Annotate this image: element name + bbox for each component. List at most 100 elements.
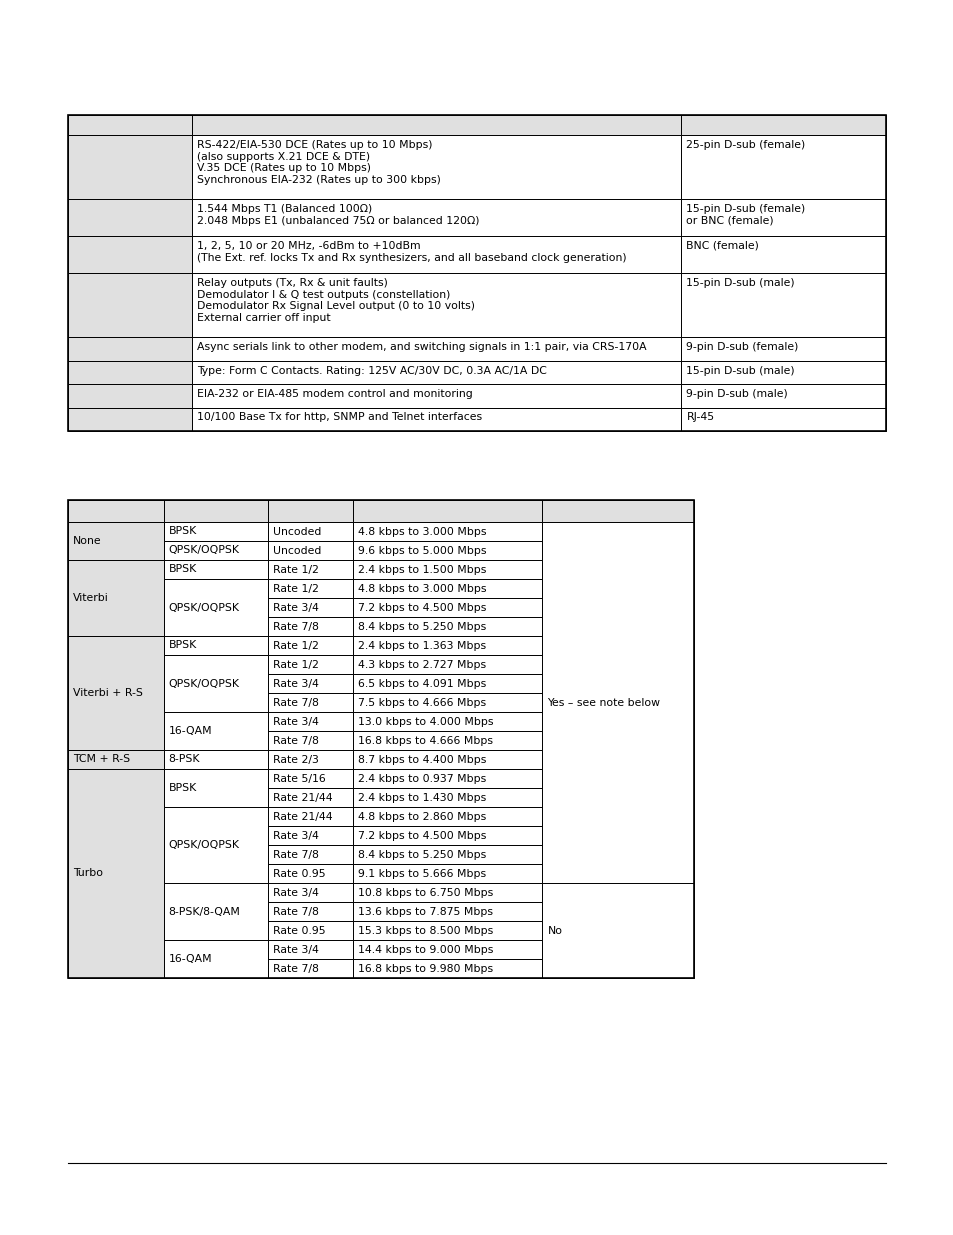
- Text: 10.8 kbps to 6.750 Mbps: 10.8 kbps to 6.750 Mbps: [357, 888, 493, 898]
- Text: 7.2 kbps to 4.500 Mbps: 7.2 kbps to 4.500 Mbps: [357, 831, 485, 841]
- Bar: [353, 541, 542, 559]
- Bar: [353, 731, 542, 750]
- Text: 16-QAM: 16-QAM: [169, 726, 213, 736]
- Bar: [68, 199, 193, 236]
- Bar: [193, 361, 680, 384]
- Bar: [68, 361, 193, 384]
- Text: 7.2 kbps to 4.500 Mbps: 7.2 kbps to 4.500 Mbps: [357, 603, 485, 613]
- Bar: [68, 636, 164, 750]
- Text: Rate 1/2: Rate 1/2: [274, 564, 319, 576]
- Bar: [268, 693, 353, 713]
- Bar: [268, 940, 353, 960]
- Text: Rate 3/4: Rate 3/4: [274, 945, 319, 955]
- Bar: [68, 135, 193, 199]
- Bar: [164, 940, 268, 978]
- Bar: [68, 236, 193, 273]
- Bar: [193, 384, 680, 408]
- Bar: [680, 384, 885, 408]
- Bar: [680, 408, 885, 431]
- Bar: [353, 864, 542, 883]
- Bar: [68, 115, 193, 135]
- Bar: [193, 115, 680, 135]
- Bar: [268, 902, 353, 921]
- Text: Rate 7/8: Rate 7/8: [274, 698, 319, 708]
- Bar: [353, 750, 542, 769]
- Bar: [353, 559, 542, 579]
- Bar: [680, 135, 885, 199]
- Bar: [268, 806, 353, 826]
- Bar: [353, 960, 542, 978]
- Bar: [164, 522, 268, 541]
- Text: 15-pin D-sub (male): 15-pin D-sub (male): [686, 366, 794, 375]
- Bar: [542, 883, 693, 978]
- Text: 25-pin D-sub (female): 25-pin D-sub (female): [686, 140, 805, 149]
- Text: 9-pin D-sub (male): 9-pin D-sub (male): [686, 389, 787, 399]
- Text: RS-422/EIA-530 DCE (Rates up to 10 Mbps)
(also supports X.21 DCE & DTE)
V.35 DCE: RS-422/EIA-530 DCE (Rates up to 10 Mbps)…: [197, 140, 440, 185]
- Bar: [68, 384, 193, 408]
- Text: BPSK: BPSK: [169, 641, 196, 651]
- Text: Relay outputs (Tx, Rx & unit faults)
Demodulator I & Q test outputs (constellati: Relay outputs (Tx, Rx & unit faults) Dem…: [197, 278, 475, 322]
- Text: QPSK/OQPSK: QPSK/OQPSK: [169, 678, 239, 688]
- Text: BPSK: BPSK: [169, 526, 196, 536]
- Text: Rate 0.95: Rate 0.95: [274, 926, 326, 936]
- Text: 15-pin D-sub (male): 15-pin D-sub (male): [686, 278, 794, 288]
- Text: 9.1 kbps to 5.666 Mbps: 9.1 kbps to 5.666 Mbps: [357, 869, 485, 879]
- Text: Rate 7/8: Rate 7/8: [274, 906, 319, 918]
- Text: BNC (female): BNC (female): [686, 241, 759, 251]
- Bar: [542, 522, 693, 883]
- Text: No: No: [547, 925, 562, 935]
- Text: Rate 7/8: Rate 7/8: [274, 736, 319, 746]
- Bar: [164, 883, 268, 940]
- Text: 8-PSK/8-QAM: 8-PSK/8-QAM: [169, 906, 240, 916]
- Bar: [353, 806, 542, 826]
- Text: Async serials link to other modem, and switching signals in 1:1 pair, via CRS-17: Async serials link to other modem, and s…: [197, 342, 646, 352]
- Text: Uncoded: Uncoded: [274, 546, 321, 556]
- Text: 6.5 kbps to 4.091 Mbps: 6.5 kbps to 4.091 Mbps: [357, 679, 485, 689]
- Bar: [353, 769, 542, 788]
- Bar: [353, 788, 542, 806]
- Text: 1.544 Mbps T1 (Balanced 100Ω)
2.048 Mbps E1 (unbalanced 75Ω or balanced 120Ω): 1.544 Mbps T1 (Balanced 100Ω) 2.048 Mbps…: [197, 204, 479, 226]
- Bar: [353, 713, 542, 731]
- Text: 9-pin D-sub (female): 9-pin D-sub (female): [686, 342, 798, 352]
- Bar: [268, 750, 353, 769]
- Text: Rate 1/2: Rate 1/2: [274, 584, 319, 594]
- Text: Uncoded: Uncoded: [274, 527, 321, 537]
- Text: Type: Form C Contacts. Rating: 125V AC/30V DC, 0.3A AC/1A DC: Type: Form C Contacts. Rating: 125V AC/3…: [197, 366, 547, 375]
- Bar: [353, 522, 542, 541]
- Bar: [68, 500, 164, 522]
- Bar: [193, 199, 680, 236]
- Bar: [680, 115, 885, 135]
- Bar: [268, 579, 353, 598]
- Bar: [268, 674, 353, 693]
- Bar: [353, 693, 542, 713]
- Bar: [68, 750, 164, 769]
- Text: Yes – see note below: Yes – see note below: [547, 698, 659, 708]
- Bar: [268, 883, 353, 902]
- Bar: [268, 713, 353, 731]
- Text: 4.8 kbps to 3.000 Mbps: 4.8 kbps to 3.000 Mbps: [357, 527, 486, 537]
- Text: 15-pin D-sub (female)
or BNC (female): 15-pin D-sub (female) or BNC (female): [686, 204, 805, 226]
- Text: None: None: [73, 536, 102, 546]
- Bar: [164, 559, 268, 579]
- Text: Rate 1/2: Rate 1/2: [274, 659, 319, 671]
- Bar: [268, 960, 353, 978]
- Text: Rate 5/16: Rate 5/16: [274, 774, 326, 784]
- Bar: [353, 579, 542, 598]
- Bar: [193, 408, 680, 431]
- Bar: [164, 655, 268, 713]
- Bar: [353, 674, 542, 693]
- Bar: [68, 115, 885, 431]
- Bar: [68, 408, 193, 431]
- Bar: [353, 845, 542, 864]
- Text: QPSK/OQPSK: QPSK/OQPSK: [169, 603, 239, 613]
- Text: 4.3 kbps to 2.727 Mbps: 4.3 kbps to 2.727 Mbps: [357, 659, 485, 671]
- Text: QPSK/OQPSK: QPSK/OQPSK: [169, 840, 239, 850]
- Text: 16-QAM: 16-QAM: [169, 953, 213, 965]
- Bar: [680, 199, 885, 236]
- Text: Rate 7/8: Rate 7/8: [274, 965, 319, 974]
- Bar: [353, 826, 542, 845]
- Bar: [268, 788, 353, 806]
- Text: 8.4 kbps to 5.250 Mbps: 8.4 kbps to 5.250 Mbps: [357, 622, 485, 632]
- Bar: [353, 921, 542, 940]
- Text: Rate 1/2: Rate 1/2: [274, 641, 319, 651]
